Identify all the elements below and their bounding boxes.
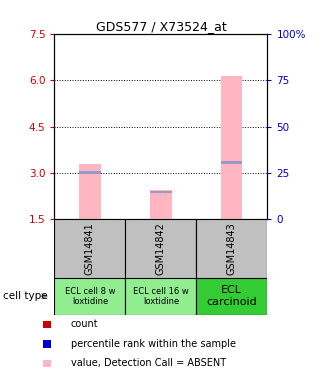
Bar — [125, 219, 196, 278]
Bar — [79, 164, 101, 219]
Text: value, Detection Call = ABSENT: value, Detection Call = ABSENT — [71, 358, 226, 368]
Bar — [150, 190, 172, 193]
Bar — [221, 161, 243, 164]
Text: GSM14842: GSM14842 — [156, 222, 166, 275]
Bar — [196, 278, 267, 315]
Text: count: count — [71, 320, 99, 329]
Title: GDS577 / X73524_at: GDS577 / X73524_at — [95, 20, 226, 33]
Text: ECL cell 8 w
loxtidine: ECL cell 8 w loxtidine — [65, 286, 115, 306]
Text: ECL
carcinoid: ECL carcinoid — [207, 285, 257, 307]
Text: percentile rank within the sample: percentile rank within the sample — [71, 339, 236, 349]
Text: GSM14843: GSM14843 — [227, 222, 237, 275]
Bar — [79, 171, 101, 174]
Text: GSM14841: GSM14841 — [85, 222, 95, 275]
Bar — [125, 278, 196, 315]
Bar — [54, 219, 125, 278]
Text: ECL cell 16 w
loxtidine: ECL cell 16 w loxtidine — [133, 286, 189, 306]
Bar — [54, 278, 125, 315]
Text: cell type: cell type — [3, 291, 48, 301]
Bar — [196, 219, 267, 278]
Bar — [221, 75, 243, 219]
Bar — [150, 190, 172, 219]
